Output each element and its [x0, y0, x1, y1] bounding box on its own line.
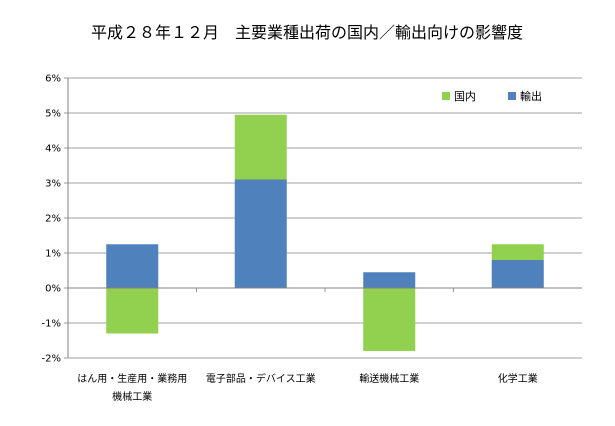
category-label: 輸送機械工業 — [359, 372, 419, 385]
bar-segment — [234, 114, 287, 180]
legend-label: 国内 — [454, 89, 476, 103]
category-label: 電子部品・デバイス工業 — [206, 372, 316, 385]
bar-segment — [363, 272, 416, 288]
bars — [106, 114, 544, 351]
y-tick-label: -2% — [42, 354, 61, 365]
y-axis-ticks: -2% -1% 0% 1% 2% 3% 4% 5% 6% — [42, 74, 68, 365]
bar-segment — [106, 288, 159, 334]
y-tick-label: 3% — [45, 179, 61, 190]
category-label: 機械工業 — [112, 390, 152, 403]
y-tick-label: 1% — [45, 249, 61, 260]
legend-label: 輸出 — [520, 89, 542, 103]
bar-segment — [234, 179, 287, 288]
y-tick-label: -1% — [42, 319, 61, 330]
bar-segment — [491, 244, 544, 260]
bar-segment — [491, 260, 544, 288]
legend-swatch — [442, 92, 450, 100]
legend-swatch — [508, 92, 516, 100]
y-tick-label: 5% — [45, 109, 61, 120]
bar-segment — [363, 288, 416, 351]
legend: 国内 輸出 — [442, 89, 542, 103]
y-tick-label: 2% — [45, 214, 61, 225]
y-tick-label: 0% — [45, 284, 61, 295]
bar-segment — [106, 244, 159, 288]
category-label: 化学工業 — [498, 372, 538, 385]
category-label: はん用・生産用・業務用 — [77, 372, 187, 385]
chart-title: 平成２８年１２月 主要業種出荷の国内／輸出向けの影響度 — [91, 23, 523, 42]
y-tick-label: 4% — [45, 144, 61, 155]
axes — [67, 78, 582, 358]
y-tick-label: 6% — [45, 74, 61, 85]
